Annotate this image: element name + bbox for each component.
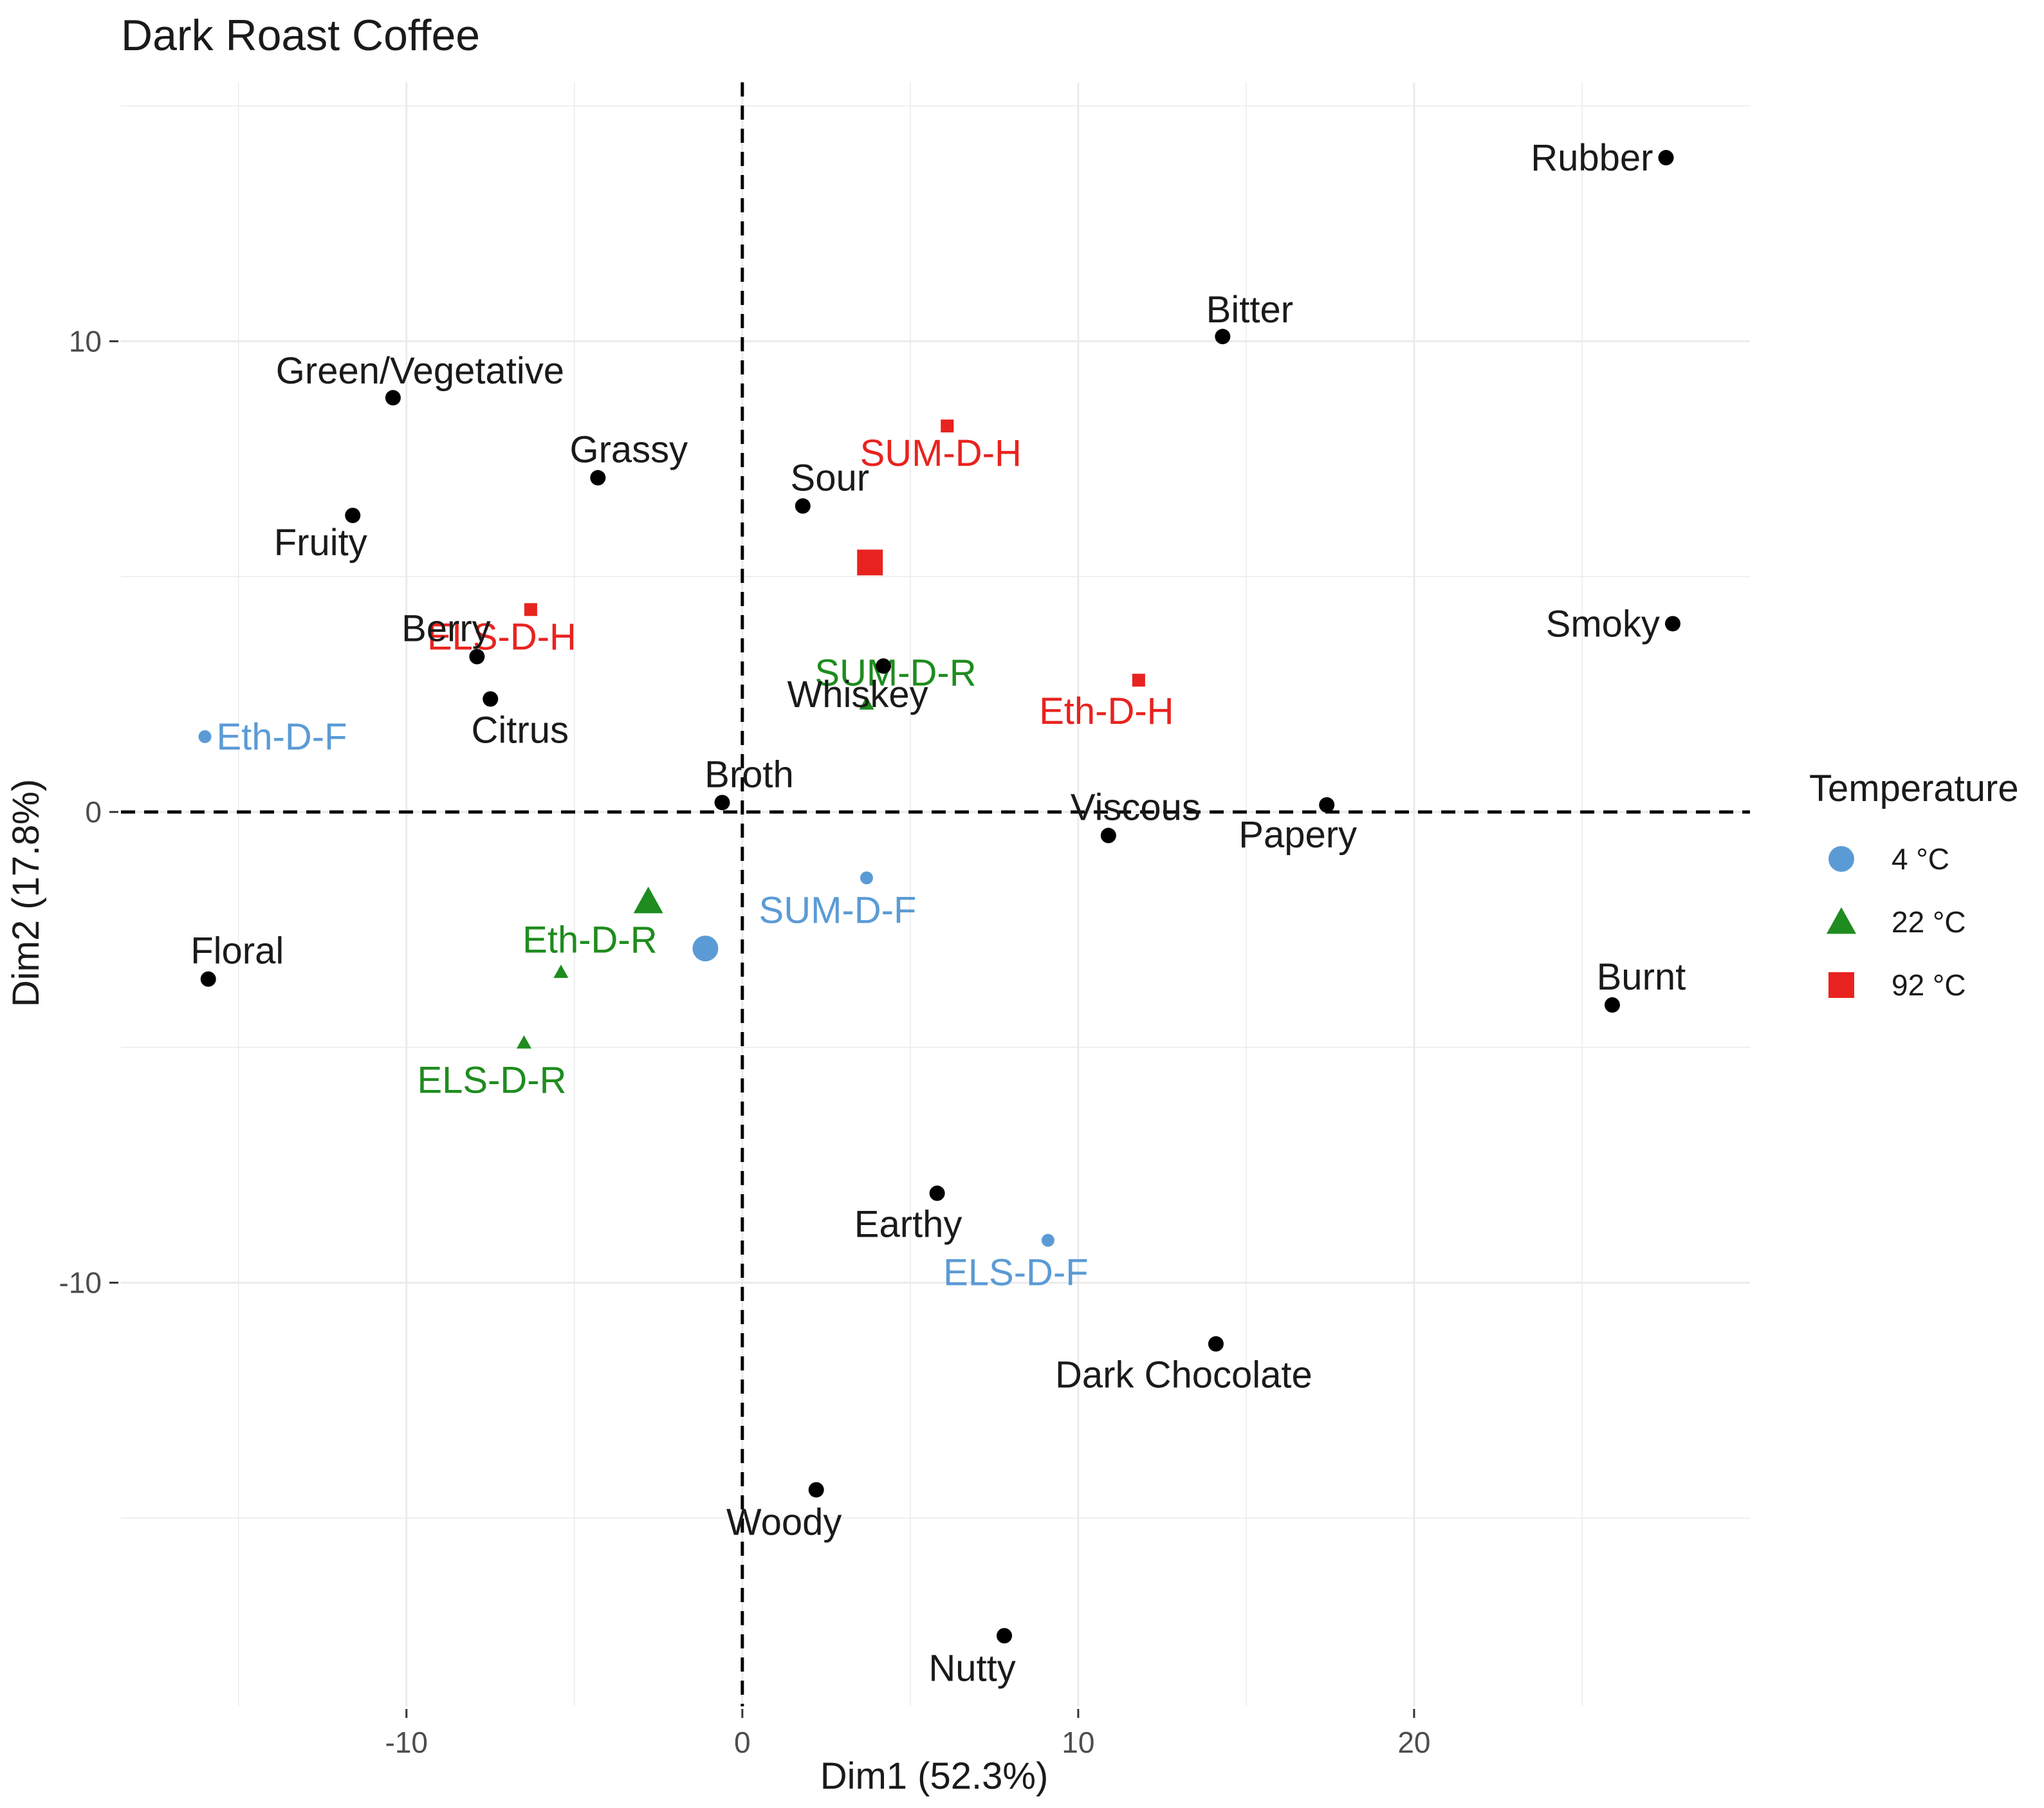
variable-label: Rubber <box>1531 137 1653 179</box>
variable-point <box>590 470 606 486</box>
individual-label: Eth-D-R <box>522 919 657 961</box>
individual-label: ELS-D-F <box>943 1252 1089 1294</box>
individual-label: SUM-D-R <box>815 652 976 694</box>
variable-point <box>1604 997 1620 1013</box>
group-mean-point <box>692 936 719 962</box>
variable-label: Citrus <box>472 709 569 751</box>
x-tick-label: 20 <box>1397 1726 1430 1759</box>
variable-point <box>200 971 216 987</box>
individual-point <box>198 730 212 743</box>
group-mean-point <box>633 886 663 914</box>
legend-label: 92 °C <box>1892 968 1966 1002</box>
individual-label: ELS-D-R <box>417 1059 566 1101</box>
variable-label: Grassy <box>569 429 688 471</box>
individual-point <box>516 1035 531 1049</box>
variable-point <box>929 1185 945 1201</box>
variable-point <box>1664 616 1680 632</box>
individual-points: SUM-D-H ELS-D-H Eth-D-H SUM-D-R Eth-D-R ELS-D… <box>198 420 1174 1294</box>
variable-label: Sour <box>791 457 870 499</box>
x-tick-label: -10 <box>385 1726 428 1759</box>
variable-label: Berry <box>401 608 491 650</box>
individual-label: Eth-D-F <box>217 716 347 758</box>
legend: Temperature 4 °C 22 °C 92 °C <box>1809 768 2019 1002</box>
individual-label: ELS-D-H <box>427 616 576 658</box>
variable-point <box>483 691 499 707</box>
legend-label: 4 °C <box>1892 842 1949 876</box>
axis-ticks: -10 0 10 20 10 0 -10 <box>59 324 1431 1759</box>
group-mean-point <box>857 549 883 576</box>
variable-label: Nutty <box>928 1647 1015 1689</box>
variable-label: Papery <box>1238 814 1357 856</box>
individual-label: Eth-D-H <box>1039 690 1174 732</box>
reference-lines <box>121 82 1750 1706</box>
variable-label: Floral <box>190 930 284 972</box>
variable-point <box>385 390 401 406</box>
variable-point <box>808 1482 824 1498</box>
variable-point <box>997 1628 1013 1644</box>
variable-point <box>1658 150 1674 166</box>
legend-items: 4 °C 22 °C 92 °C <box>1827 842 1966 1002</box>
variable-point <box>1319 797 1335 813</box>
individual-point <box>524 603 537 616</box>
variable-label: Smoky <box>1546 603 1660 645</box>
variable-label: Green/Vegetative <box>276 350 564 392</box>
variable-label: Dark Chocolate <box>1055 1354 1312 1396</box>
variable-label: Whiskey <box>787 674 928 715</box>
individual-point <box>859 696 874 710</box>
variable-label: Burnt <box>1597 956 1686 998</box>
legend-label: 22 °C <box>1892 905 1966 939</box>
x-tick-label: 10 <box>1062 1726 1094 1759</box>
x-tick-label: 0 <box>734 1726 751 1759</box>
variable-point <box>345 508 361 524</box>
variable-point <box>1100 827 1116 844</box>
individual-label: SUM-D-F <box>759 889 917 931</box>
variable-point <box>714 795 730 811</box>
individual-point <box>1041 1233 1054 1247</box>
variable-point <box>1208 1336 1224 1352</box>
legend-key <box>1828 972 1854 998</box>
variable-point <box>795 498 811 514</box>
y-tick-label: 0 <box>85 795 102 829</box>
variable-label: Broth <box>704 753 794 795</box>
individual-point <box>860 871 873 885</box>
variable-point <box>1215 329 1231 345</box>
legend-key <box>1828 846 1854 872</box>
y-tick-label: -10 <box>59 1266 102 1300</box>
legend-key <box>1827 907 1856 934</box>
variable-point <box>876 658 892 674</box>
variable-label: Fruity <box>274 522 367 564</box>
individual-point <box>941 420 954 433</box>
variable-point <box>469 649 485 665</box>
y-axis-title: Dim2 (17.8%) <box>5 779 47 1008</box>
chart-title: Dark Roast Coffee <box>121 11 480 60</box>
individual-label: SUM-D-H <box>860 432 1022 474</box>
variable-label: Bitter <box>1206 289 1293 331</box>
variable-label: Viscous <box>1071 787 1201 829</box>
variable-label: Earthy <box>854 1204 962 1246</box>
legend-title: Temperature <box>1809 768 2019 809</box>
x-axis-title: Dim1 (52.3%) <box>820 1755 1049 1797</box>
variable-label: Woody <box>726 1501 842 1543</box>
y-tick-label: 10 <box>69 324 102 358</box>
individual-point <box>553 964 569 978</box>
individual-point <box>1132 674 1145 687</box>
group-mean-points <box>633 549 883 962</box>
